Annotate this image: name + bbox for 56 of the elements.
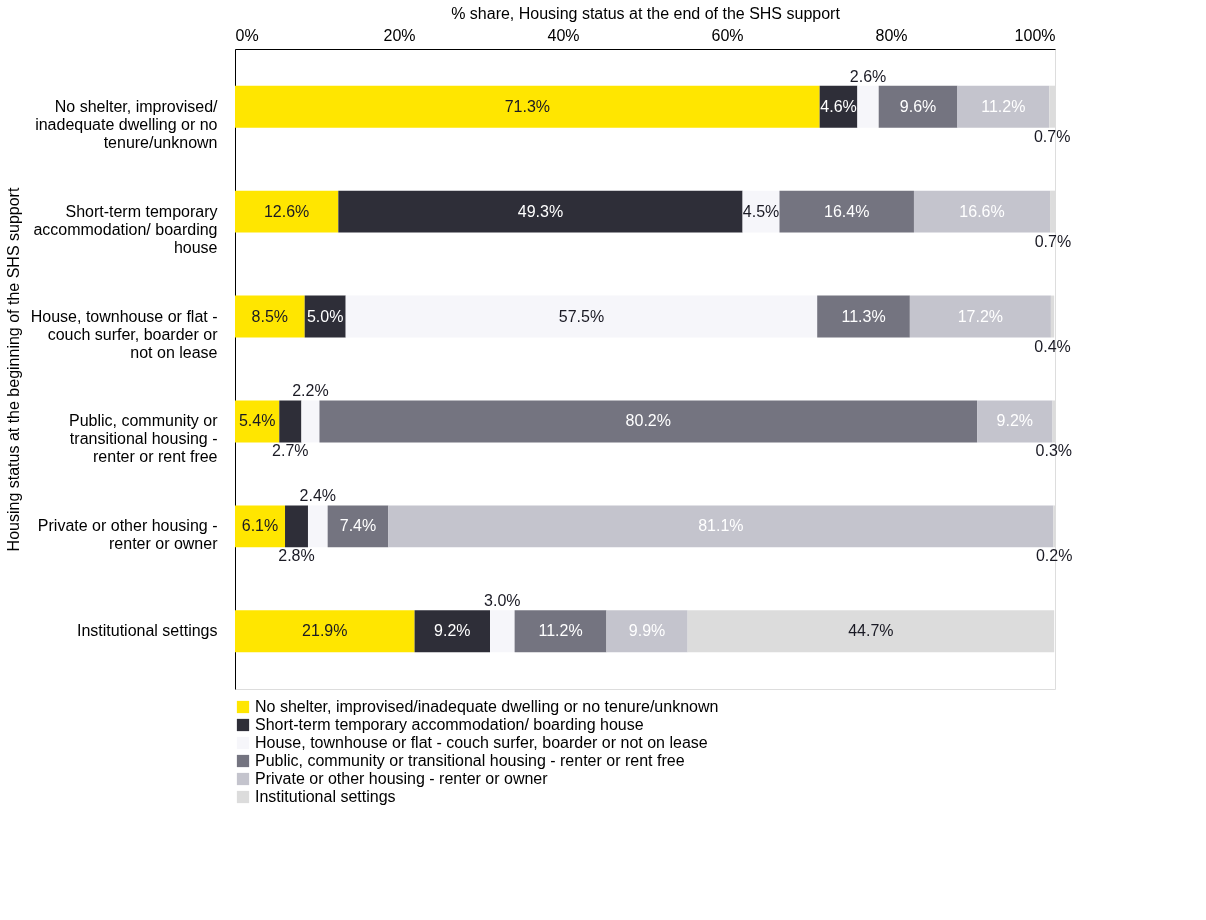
data-label: 5.0%: [306, 307, 344, 325]
data-label: 11.2%: [981, 97, 1026, 115]
data-label: 6.1%: [241, 517, 279, 535]
data-label: 44.7%: [848, 622, 894, 640]
data-label: 0.2%: [1035, 547, 1073, 565]
data-label: 4.5%: [742, 202, 780, 220]
y-tick-label: Short-term temporary accommodation/ boarding house: [33, 202, 218, 256]
legend-label: No shelter, improvised/inadequate dwelling or no tenure/unknown: [255, 698, 719, 715]
data-label: 11.3%: [841, 307, 886, 325]
data-label: 11.2%: [538, 622, 583, 640]
data-label: 17.2%: [957, 307, 1004, 325]
data-label: 2.8%: [278, 547, 315, 565]
legend-label: House, townhouse or flat - couch surfer, boarder or not on lease: [255, 734, 708, 751]
data-label: 9.2%: [434, 622, 471, 640]
x-tick-label: 60%: [711, 26, 744, 44]
data-label: 3.0%: [484, 592, 521, 610]
y-tick-label: Private or other housing - renter or owner: [37, 517, 219, 553]
x-tick-label: 20%: [383, 26, 416, 44]
data-label: 0.3%: [1035, 442, 1072, 460]
data-label: 8.5%: [251, 307, 289, 325]
data-label: 2.2%: [292, 382, 329, 400]
data-label: 5.4%: [238, 412, 276, 430]
x-tick-label: 40%: [547, 26, 580, 44]
y-tick-label: Public, community or transitional housing - renter or rent free: [69, 412, 219, 466]
legend-label: Institutional settings: [255, 788, 396, 805]
y-tick-label: Institutional settings: [76, 622, 218, 640]
data-label: 7.4%: [339, 517, 377, 535]
data-label: 0.7%: [1034, 232, 1072, 250]
data-label: 81.1%: [698, 517, 744, 535]
legend-label: Public, community or transitional housing - renter or rent free: [255, 752, 685, 769]
data-label: 4.6%: [820, 97, 857, 115]
data-label: 21.9%: [302, 622, 348, 640]
data-label: 49.3%: [517, 202, 564, 220]
data-label: 9.2%: [996, 412, 1034, 430]
x-axis-title: % share, Housing status at the end of the SHS support: [451, 4, 841, 22]
data-label: 0.7%: [1033, 127, 1071, 145]
data-label: 9.9%: [628, 622, 666, 640]
data-label: 2.6%: [849, 67, 887, 85]
data-label: 71.3%: [504, 97, 551, 115]
legend-label: Private or other housing - renter or owner: [255, 770, 549, 787]
y-tick-label: House, townhouse or flat - couch surfer, boarder or not on lease: [30, 307, 219, 361]
data-label: 12.6%: [263, 202, 310, 220]
data-label: 0.4%: [1034, 337, 1071, 355]
data-label: 2.7%: [272, 442, 309, 460]
x-tick-label: 80%: [875, 26, 908, 44]
x-tick-label: 100%: [1014, 26, 1056, 44]
data-label: 80.2%: [625, 412, 671, 430]
legend-label: Short-term temporary accommodation/ boarding house: [255, 716, 644, 733]
y-axis-title: Housing status at the beginning of the SHS support: [4, 187, 22, 552]
data-label: 16.6%: [959, 202, 1005, 220]
data-label: 2.4%: [299, 487, 337, 505]
data-label: 57.5%: [558, 307, 605, 325]
data-label: 9.6%: [899, 97, 937, 115]
x-tick-label: 0%: [235, 26, 259, 44]
y-tick-label: No shelter, improvised/ inadequate dwelling or no tenure/unknown: [35, 97, 219, 151]
data-label: 16.4%: [824, 202, 870, 220]
